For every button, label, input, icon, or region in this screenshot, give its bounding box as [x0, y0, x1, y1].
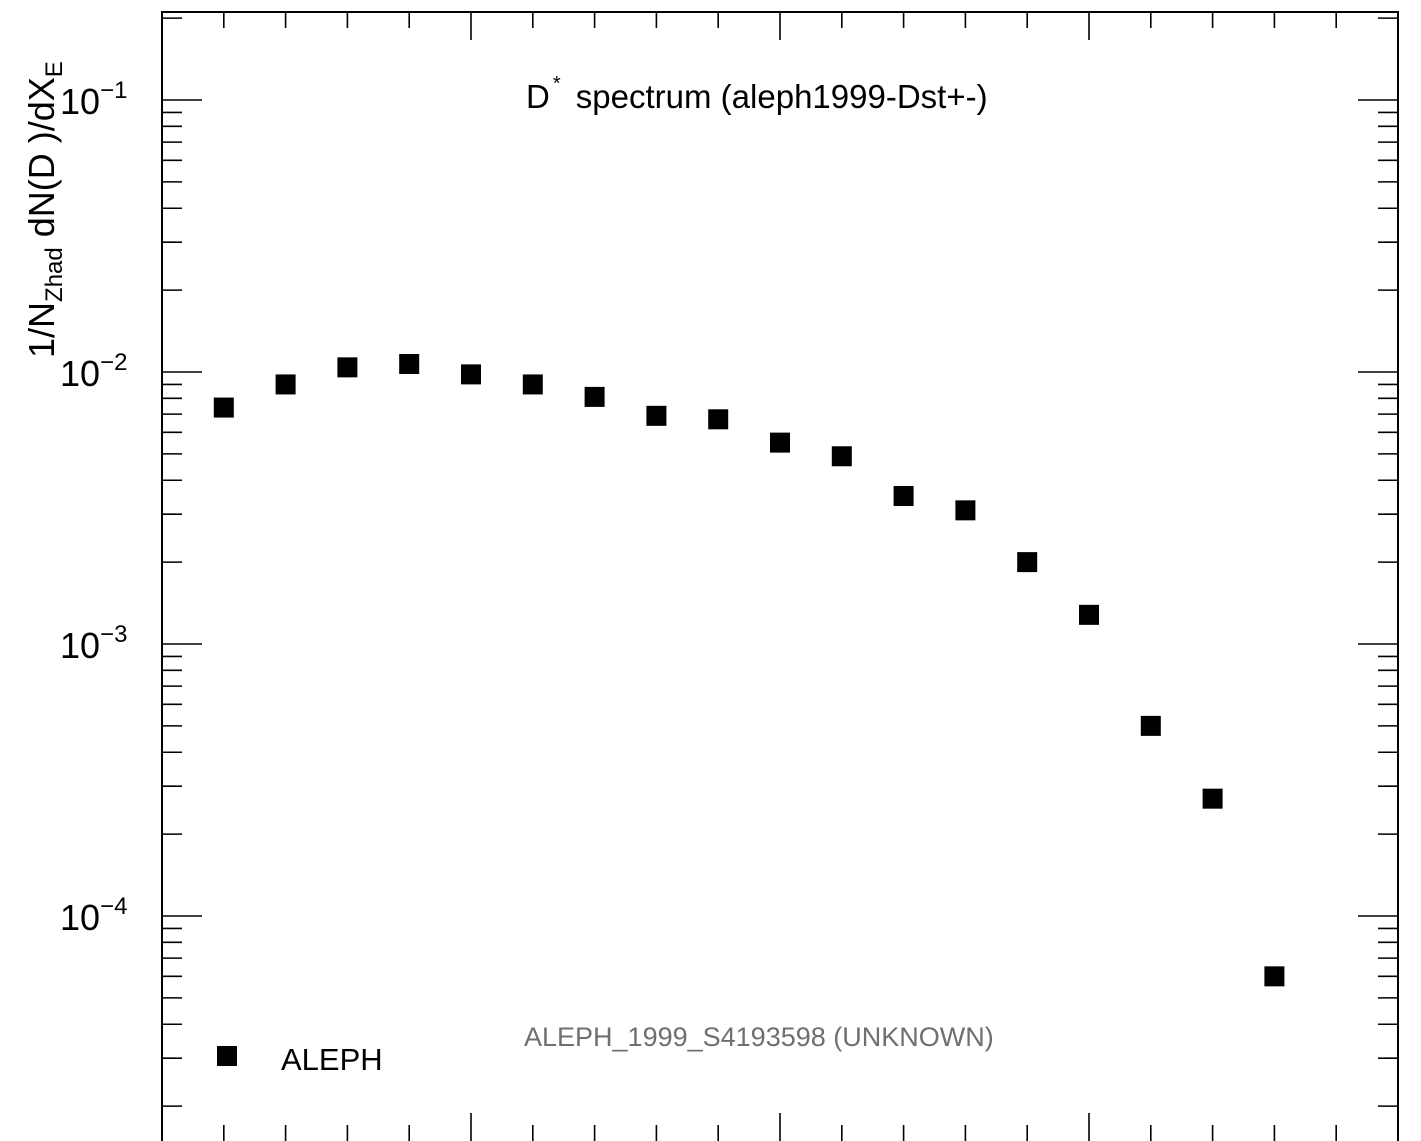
data-point	[399, 354, 420, 375]
y-tick-labels: 10−110−210−310−4	[60, 77, 127, 938]
data-point	[1079, 604, 1099, 625]
axis-ticks	[161, 12, 1399, 1141]
data-point	[1264, 966, 1285, 987]
data-point	[955, 500, 976, 521]
data-point	[522, 374, 543, 395]
data-point	[893, 486, 914, 507]
y-tick-label-base: 10	[60, 353, 100, 394]
data-point	[1140, 715, 1161, 736]
y-tick-label-exponent: −4	[100, 893, 127, 920]
watermark-label: ALEPH_1999_S4193598 (UNKNOWN)	[524, 1022, 994, 1052]
y-tick-label-base: 10	[60, 897, 100, 938]
legend-label: ALEPH	[281, 1042, 383, 1077]
y-tick-label: 10−4	[60, 893, 127, 938]
data-point	[646, 405, 667, 426]
data-point	[213, 397, 234, 418]
chart-title-superscript: *	[553, 73, 561, 95]
chart-title-main: D	[526, 78, 550, 115]
legend-marker-square	[217, 1046, 237, 1066]
y-tick-label-exponent: −1	[100, 77, 127, 104]
y-tick-label: 10−2	[60, 349, 127, 394]
y-tick-label-exponent: −2	[100, 349, 127, 376]
y-tick-label: 10−1	[60, 77, 127, 122]
y-tick-label-base: 10	[60, 81, 100, 122]
data-point	[708, 409, 729, 430]
data-point	[275, 374, 296, 395]
chart-title-rest: spectrum (aleph1999-Dst+-)	[567, 78, 988, 115]
data-point	[831, 446, 852, 467]
chart-title: D * spectrum (aleph1999-Dst+-)	[526, 73, 988, 115]
y-axis-label-sub2: E	[41, 61, 68, 77]
y-tick-label-base: 10	[60, 625, 100, 666]
data-points	[213, 354, 1285, 987]
legend: ALEPH	[217, 1042, 383, 1077]
y-axis-label-sub1: Zhad	[41, 247, 68, 302]
y-tick-label: 10−3	[60, 621, 127, 666]
y-tick-label-exponent: −3	[100, 621, 127, 648]
data-point	[337, 357, 358, 378]
y-axis-label: 1/NZhad dN(D )/dXE	[21, 61, 68, 358]
y-axis-label-part2: dN(D )/dX	[21, 77, 62, 247]
y-axis-label-part1: 1/N	[21, 302, 62, 358]
data-point	[461, 364, 481, 385]
plot-frame	[161, 11, 1399, 1141]
data-point	[1202, 788, 1223, 809]
data-point	[1017, 552, 1038, 573]
data-point	[584, 386, 605, 407]
data-point	[770, 432, 790, 453]
